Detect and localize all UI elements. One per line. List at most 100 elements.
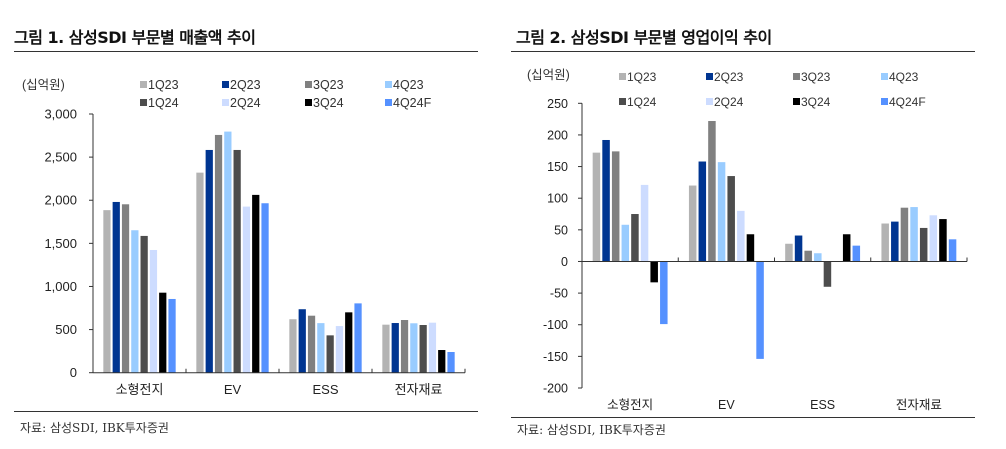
bar-2Q23-1 xyxy=(698,161,707,262)
bar-4Q23-3 xyxy=(410,323,418,373)
bar-4Q24F-2 xyxy=(354,303,362,373)
figure-1-title: 그림 1. 삼성SDI 부문별 매출액 추이 xyxy=(14,28,256,47)
unit-label: (십억원) xyxy=(527,68,570,82)
bar-2Q24-1 xyxy=(242,206,251,373)
bar-2Q23-1 xyxy=(205,149,213,373)
bar-3Q24-0 xyxy=(159,292,167,373)
figure-2-title: 그림 2. 삼성SDI 부문별 영업이익 추이 xyxy=(516,28,772,47)
legend-swatch-3Q23 xyxy=(305,81,312,88)
bar-2Q24-0 xyxy=(149,249,158,373)
bar-2Q23-2 xyxy=(794,235,803,262)
bar-4Q23-2 xyxy=(814,253,822,262)
y-tick-label: 150 xyxy=(547,160,568,174)
legend-label-3Q23: 3Q23 xyxy=(801,70,831,84)
bar-4Q24F-1 xyxy=(261,203,269,373)
figure-1-top-rule xyxy=(14,51,478,52)
bar-4Q23-0 xyxy=(131,230,139,373)
legend-swatch-1Q23 xyxy=(140,81,147,88)
bar-1Q23-2 xyxy=(785,243,793,262)
y-tick-label: 2,000 xyxy=(44,193,77,208)
bar-1Q23-3 xyxy=(881,223,889,262)
legend-swatch-2Q23 xyxy=(222,81,229,88)
legend-label-4Q23: 4Q23 xyxy=(889,70,919,84)
bar-2Q23-3 xyxy=(891,221,899,262)
category-label: 소형전지 xyxy=(607,398,653,412)
y-tick-label: 0 xyxy=(561,255,568,269)
bar-1Q24-3 xyxy=(919,227,928,262)
y-tick-label: -200 xyxy=(543,382,568,396)
bar-3Q24-3 xyxy=(939,219,947,262)
legend-label-1Q24: 1Q24 xyxy=(148,96,179,110)
bar-3Q23-3 xyxy=(400,320,409,373)
legend-label-3Q23: 3Q23 xyxy=(313,78,344,92)
operating-profit-chart: (십억원) -200 -150 -100 -50 0 50 100 150 200 250 소형전지 E… xyxy=(527,68,968,412)
bar-3Q24-1 xyxy=(252,194,260,373)
bar-3Q23-1 xyxy=(708,121,716,262)
bar-3Q23-1 xyxy=(214,134,223,373)
category-label: EV xyxy=(718,398,735,412)
y-tick-label: 1,500 xyxy=(44,236,77,251)
legend-swatch-4Q24F xyxy=(881,98,888,105)
legend-label-2Q23: 2Q23 xyxy=(230,78,261,92)
bar-3Q23-2 xyxy=(307,315,316,373)
bar-3Q23-0 xyxy=(611,151,620,262)
bar-1Q24-2 xyxy=(326,335,334,373)
bar-1Q23-2 xyxy=(289,319,297,373)
bar-3Q24-3 xyxy=(438,350,446,373)
y-tick-label: 0 xyxy=(70,365,77,380)
bar-2Q23-0 xyxy=(602,139,610,262)
bar-2Q23-0 xyxy=(112,201,120,373)
category-label: 소형전지 xyxy=(116,382,164,397)
category-label: 전자재료 xyxy=(896,398,942,412)
legend-label-1Q24: 1Q24 xyxy=(627,95,657,109)
bar-4Q24F-3 xyxy=(948,239,957,262)
y-tick-label: 1,000 xyxy=(44,279,77,294)
bar-1Q24-3 xyxy=(419,325,427,373)
y-tick-label: 50 xyxy=(554,223,568,237)
y-tick-label: 250 xyxy=(547,97,568,111)
legend-swatch-2Q24 xyxy=(706,98,713,105)
legend-swatch-4Q23 xyxy=(385,81,392,88)
legend-label-2Q24: 2Q24 xyxy=(230,96,261,110)
bar-2Q23-2 xyxy=(298,309,306,373)
figure-2-source: 자료: 삼성SDI, IBK투자증권 xyxy=(517,423,666,437)
legend-swatch-1Q24 xyxy=(619,98,626,105)
bar-1Q24-0 xyxy=(631,214,639,262)
y-tick-label: 2,500 xyxy=(44,150,77,165)
bar-1Q23-1 xyxy=(196,172,204,373)
bar-1Q23-0 xyxy=(103,210,111,373)
category-label: 전자재료 xyxy=(395,382,443,397)
category-label: EV xyxy=(224,382,242,397)
legend-label-3Q24: 3Q24 xyxy=(313,96,344,110)
legend-label-2Q24: 2Q24 xyxy=(714,95,744,109)
bar-4Q24F-0 xyxy=(660,261,668,325)
bar-1Q24-0 xyxy=(140,235,148,373)
bar-3Q23-0 xyxy=(121,204,130,373)
legend-label-1Q23: 1Q23 xyxy=(148,78,179,92)
legend-swatch-2Q23 xyxy=(706,73,713,80)
figure-1-bottom-rule xyxy=(14,411,478,412)
bar-2Q24-3 xyxy=(929,215,938,262)
legend-swatch-3Q23 xyxy=(793,73,800,80)
legend-swatch-4Q23 xyxy=(881,73,888,80)
figure-2-bottom-rule xyxy=(511,417,975,418)
bar-3Q23-3 xyxy=(900,207,909,262)
legend-label-3Q24: 3Q24 xyxy=(801,95,831,109)
legend-label-4Q24F: 4Q24F xyxy=(393,96,432,110)
bar-4Q24F-2 xyxy=(852,245,861,262)
legend-label-4Q23: 4Q23 xyxy=(393,78,424,92)
bar-3Q23-2 xyxy=(804,250,812,262)
revenue-chart: (십억원) 0 500 1,000 1,500 2,000 2,500 3,000 소형전지 EV… xyxy=(22,78,466,397)
category-label: ESS xyxy=(312,382,338,397)
bar-4Q23-1 xyxy=(224,131,232,373)
bar-1Q24-1 xyxy=(727,176,735,262)
y-tick-label: 3,000 xyxy=(44,107,77,122)
y-tick-label: -50 xyxy=(550,287,568,301)
y-tick-label: -100 xyxy=(543,318,568,332)
bar-1Q24-1 xyxy=(233,149,241,373)
bar-1Q23-1 xyxy=(688,185,697,262)
y-tick-label: 200 xyxy=(547,128,568,142)
bar-4Q23-3 xyxy=(910,207,918,262)
bar-4Q23-2 xyxy=(317,323,325,373)
